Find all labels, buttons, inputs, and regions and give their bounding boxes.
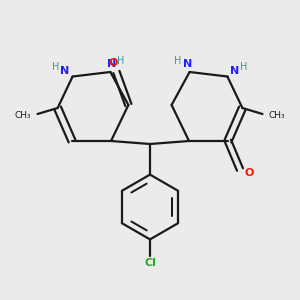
Text: N: N — [184, 58, 193, 69]
Text: Cl: Cl — [144, 258, 156, 268]
Text: H: H — [174, 56, 181, 66]
Text: O: O — [245, 167, 254, 178]
Text: N: N — [230, 65, 239, 76]
Text: N: N — [61, 65, 70, 76]
Text: CH₃: CH₃ — [15, 111, 31, 120]
Text: CH₃: CH₃ — [268, 111, 285, 120]
Text: H: H — [52, 62, 60, 73]
Text: O: O — [109, 58, 118, 68]
Text: H: H — [117, 56, 124, 66]
Text: N: N — [107, 58, 116, 69]
Text: H: H — [240, 62, 247, 73]
